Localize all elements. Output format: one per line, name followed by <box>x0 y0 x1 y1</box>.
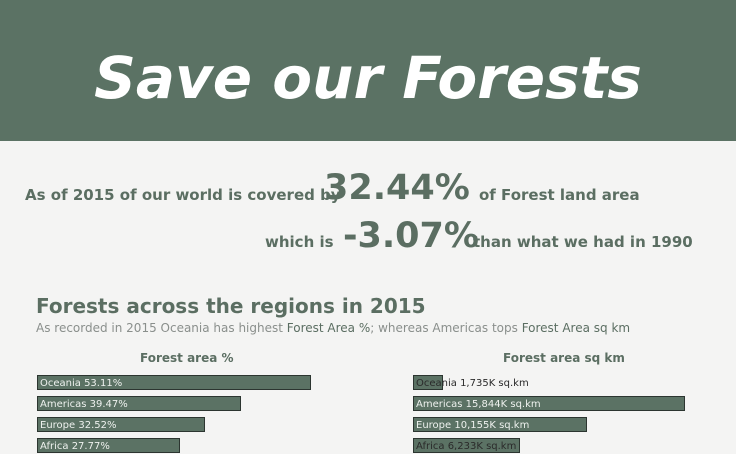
section-subtitle: As recorded in 2015 Oceania has highest … <box>36 321 631 335</box>
stat-line2-prefix: which is <box>265 233 334 251</box>
bar-label-pct-oceania: Oceania 53.11% <box>40 378 123 389</box>
bar-sqkm-europe[interactable] <box>413 417 588 432</box>
bar-label-pct-africa: Africa 27.77% <box>40 441 110 452</box>
bar-sqkm-oceania[interactable] <box>413 375 443 390</box>
chart-title-forest-area-sqkm: Forest area sq km <box>503 351 625 365</box>
bar-pct-oceania[interactable] <box>37 375 311 390</box>
bar-sqkm-africa[interactable] <box>413 438 520 453</box>
section-title: Forests across the regions in 2015 <box>36 294 426 318</box>
stat-line2-suffix: than what we had in 1990 <box>473 233 693 251</box>
header-banner <box>0 0 736 141</box>
bar-pct-europe[interactable] <box>37 417 205 432</box>
bar-sqkm-americas[interactable] <box>413 396 685 411</box>
bar-label-sqkm-americas: Americas 15,844K sq.km <box>416 399 541 410</box>
bar-pct-africa[interactable] <box>37 438 181 453</box>
bar-pct-americas[interactable] <box>37 396 241 411</box>
stat-forest-percent: 32.44% <box>324 168 470 208</box>
page-title: Save our Forests <box>94 44 642 112</box>
stat-change-percent: -3.07% <box>343 216 479 256</box>
bar-label-sqkm-europe: Europe 10,155K sq.km <box>416 420 530 431</box>
bar-label-sqkm-africa: Africa 6,233K sq.km <box>416 441 517 452</box>
bar-label-pct-europe: Europe 32.52% <box>40 420 117 431</box>
chart-title-forest-area-percent: Forest area % <box>140 351 234 365</box>
stat-line1-suffix: of Forest land area <box>479 186 640 204</box>
stat-line1-prefix: As of 2015 of our world is covered by <box>25 186 341 204</box>
bar-label-sqkm-oceania: Oceania 1,735K sq.km <box>416 378 529 389</box>
bar-label-pct-americas: Americas 39.47% <box>40 399 128 410</box>
